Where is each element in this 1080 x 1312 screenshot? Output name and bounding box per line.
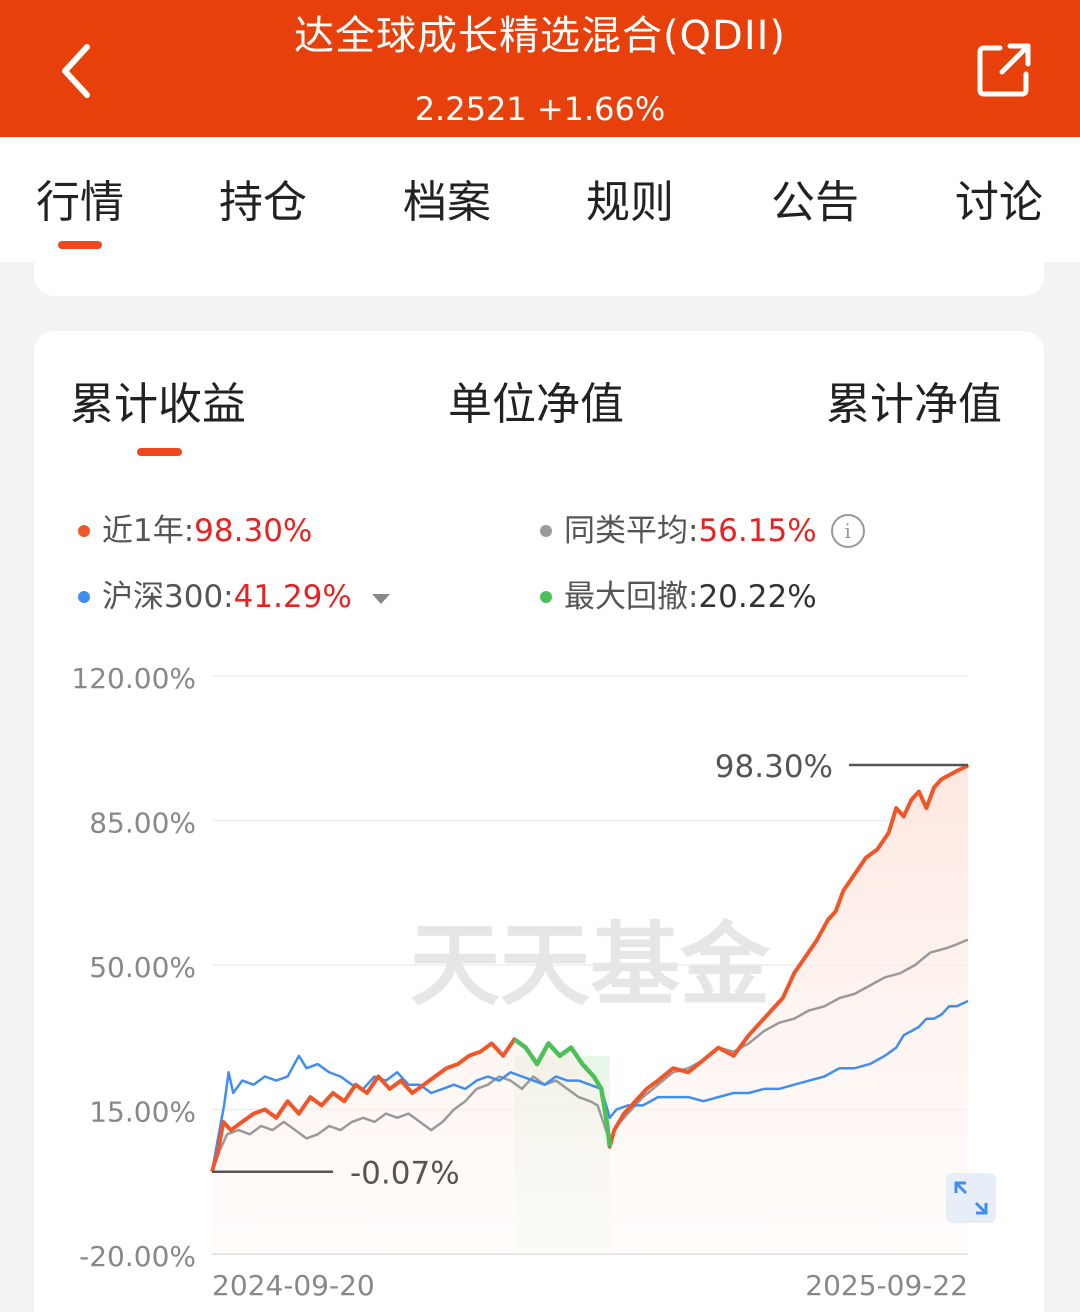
end-value-annotation: 98.30% <box>715 749 833 785</box>
tab-announcements[interactable]: 公告 <box>771 177 859 228</box>
expand-icon <box>954 1181 988 1215</box>
fund-title: 达全球成长精选混合(QDII) <box>293 13 787 59</box>
subtab-cumulative-return[interactable]: 累计收益 <box>70 379 246 430</box>
info-icon[interactable]: i <box>830 514 865 548</box>
tab-market[interactable]: 行情 <box>36 177 124 228</box>
watermark-text: 天天基金 <box>410 912 771 1018</box>
tab-rules[interactable]: 规则 <box>586 177 674 228</box>
share-icon <box>977 43 1031 97</box>
nav-change: +1.66% <box>536 90 666 128</box>
y-tick-label: -20.00% <box>79 1240 196 1273</box>
dropdown-caret-icon[interactable] <box>371 594 390 604</box>
legend-drawdown-value: 20.22% <box>698 579 817 615</box>
y-tick-label: 50.00% <box>89 951 196 984</box>
legend-dot-orange <box>78 525 90 537</box>
fund-area-fill <box>212 765 968 1254</box>
legend-index[interactable]: 沪深300: 41.29% <box>78 577 390 617</box>
active-subtab-indicator <box>137 448 182 456</box>
legend-peer-value: 56.15% <box>698 513 817 549</box>
chevron-left-icon <box>62 44 90 98</box>
legend-dot-green <box>540 591 552 603</box>
legend-dot-blue <box>78 591 90 603</box>
index-series-line <box>210 999 969 1172</box>
legend-index-label: 沪深300: <box>102 579 234 615</box>
x-tick-label-start: 2024-09-20 <box>212 1269 375 1302</box>
legend-fund-value: 98.30% <box>194 513 313 549</box>
fund-header: 达全球成长精选混合(QDII) 2.2521 +1.66% <box>0 0 1080 137</box>
subtab-cumulative-nav[interactable]: 累计净值 <box>826 379 1002 430</box>
y-tick-label: 120.00% <box>71 662 196 695</box>
tab-profile[interactable]: 档案 <box>403 177 491 228</box>
legend-index-value: 41.29% <box>233 579 352 615</box>
legend-fund: 近1年: 98.30% <box>78 511 312 551</box>
legend-drawdown-label: 最大回撤: <box>564 579 699 615</box>
tab-discussion[interactable]: 讨论 <box>955 177 1043 228</box>
expand-chart-button[interactable] <box>946 1173 996 1223</box>
previous-card <box>34 262 1044 296</box>
start-value-annotation: -0.07% <box>350 1156 460 1192</box>
tab-holdings[interactable]: 持仓 <box>219 177 307 228</box>
nav-value: 2.2521 <box>414 90 527 128</box>
legend-fund-label: 近1年: <box>102 513 195 549</box>
drawdown-series-line <box>513 1037 612 1147</box>
x-tick-label-end: 2025-09-22 <box>805 1269 968 1302</box>
peer-average-series-line <box>210 938 969 1173</box>
tab-bar: 行情 持仓 档案 规则 公告 讨论 <box>0 137 1080 262</box>
legend-peer-average: 同类平均: 56.15% i <box>540 511 865 551</box>
legend-dot-gray <box>540 525 552 537</box>
legend-peer-label: 同类平均: <box>564 513 699 549</box>
legend-drawdown: 最大回撤: 20.22% <box>540 577 817 617</box>
share-button[interactable] <box>972 38 1036 102</box>
active-tab-indicator <box>58 241 102 249</box>
subtab-unit-nav[interactable]: 单位净值 <box>448 379 624 430</box>
y-tick-label: 15.00% <box>89 1096 196 1129</box>
y-tick-label: 85.00% <box>89 807 196 840</box>
fund-price: 2.2521 +1.66% <box>0 88 1080 130</box>
back-button[interactable] <box>50 36 102 106</box>
